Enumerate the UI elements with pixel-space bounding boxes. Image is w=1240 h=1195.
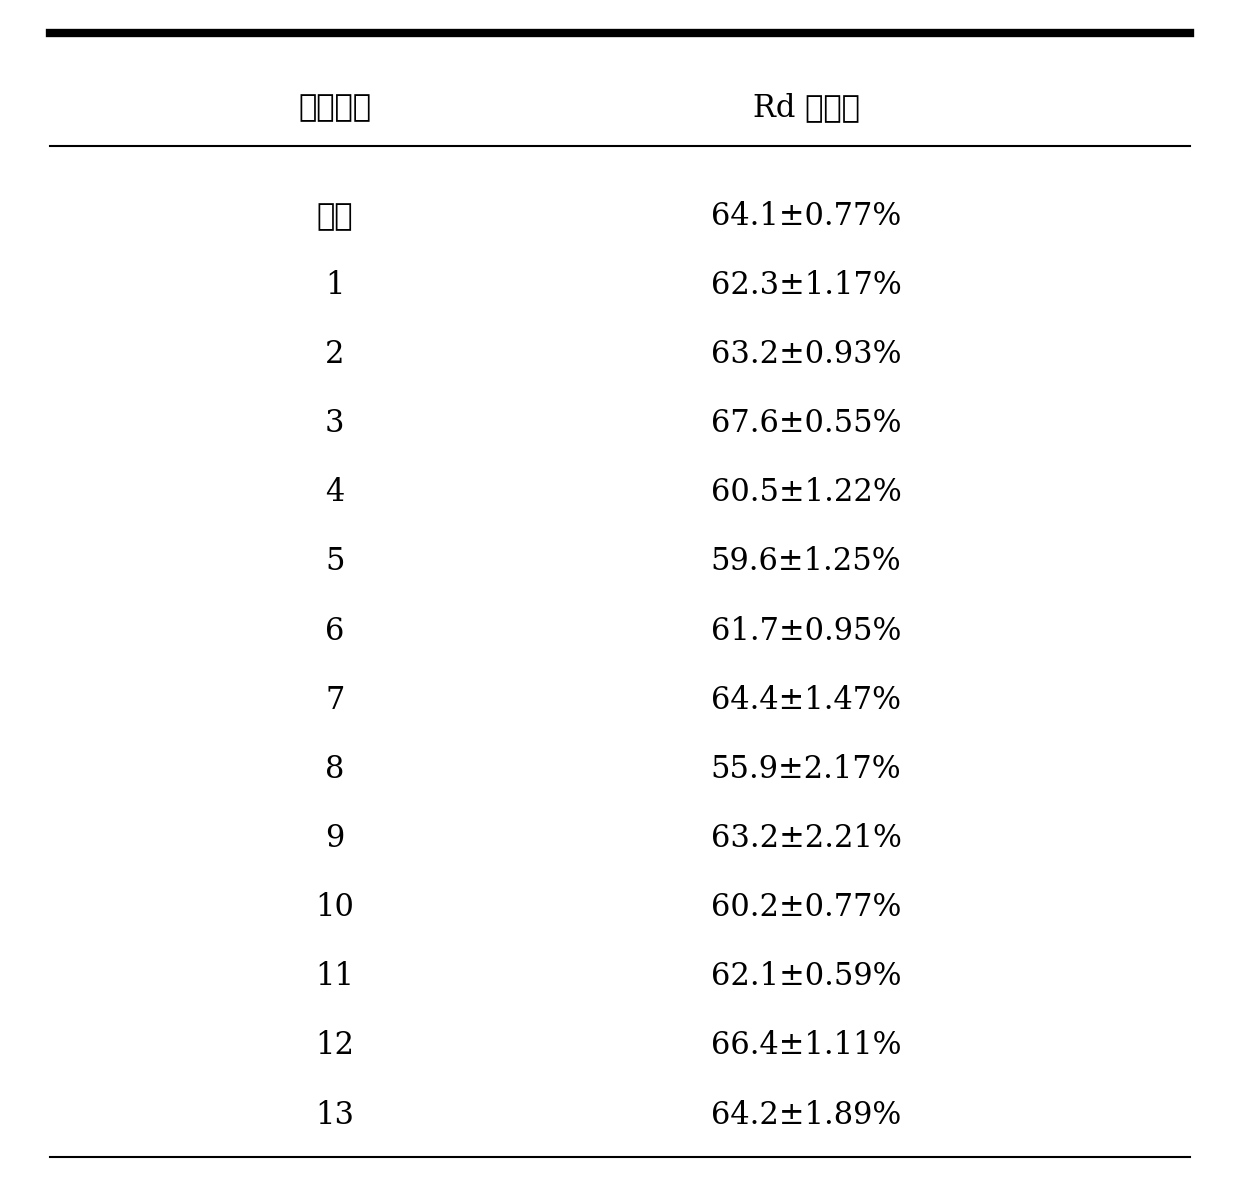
Text: 11: 11 bbox=[315, 961, 355, 992]
Text: 13: 13 bbox=[315, 1099, 355, 1130]
Text: 60.2±0.77%: 60.2±0.77% bbox=[711, 893, 901, 923]
Text: 原代: 原代 bbox=[316, 201, 353, 232]
Text: Rd 转化率: Rd 转化率 bbox=[753, 92, 859, 123]
Text: 8: 8 bbox=[325, 754, 345, 785]
Text: 64.4±1.47%: 64.4±1.47% bbox=[711, 685, 901, 716]
Text: 55.9±2.17%: 55.9±2.17% bbox=[711, 754, 901, 785]
Text: 59.6±1.25%: 59.6±1.25% bbox=[711, 546, 901, 577]
Text: 12: 12 bbox=[315, 1030, 355, 1061]
Text: 63.2±0.93%: 63.2±0.93% bbox=[711, 339, 901, 370]
Text: 4: 4 bbox=[325, 477, 345, 508]
Text: 9: 9 bbox=[325, 823, 345, 854]
Text: 2: 2 bbox=[325, 339, 345, 370]
Text: 67.6±0.55%: 67.6±0.55% bbox=[711, 409, 901, 439]
Text: 64.1±0.77%: 64.1±0.77% bbox=[711, 201, 901, 232]
Text: 66.4±1.11%: 66.4±1.11% bbox=[711, 1030, 901, 1061]
Text: 传代次数: 传代次数 bbox=[299, 92, 371, 123]
Text: 6: 6 bbox=[325, 615, 345, 646]
Text: 60.5±1.22%: 60.5±1.22% bbox=[711, 477, 901, 508]
Text: 5: 5 bbox=[325, 546, 345, 577]
Text: 3: 3 bbox=[325, 409, 345, 439]
Text: 62.1±0.59%: 62.1±0.59% bbox=[711, 961, 901, 992]
Text: 64.2±1.89%: 64.2±1.89% bbox=[711, 1099, 901, 1130]
Text: 63.2±2.21%: 63.2±2.21% bbox=[711, 823, 901, 854]
Text: 1: 1 bbox=[325, 270, 345, 301]
Text: 7: 7 bbox=[325, 685, 345, 716]
Text: 10: 10 bbox=[315, 893, 355, 923]
Text: 61.7±0.95%: 61.7±0.95% bbox=[711, 615, 901, 646]
Text: 62.3±1.17%: 62.3±1.17% bbox=[711, 270, 901, 301]
